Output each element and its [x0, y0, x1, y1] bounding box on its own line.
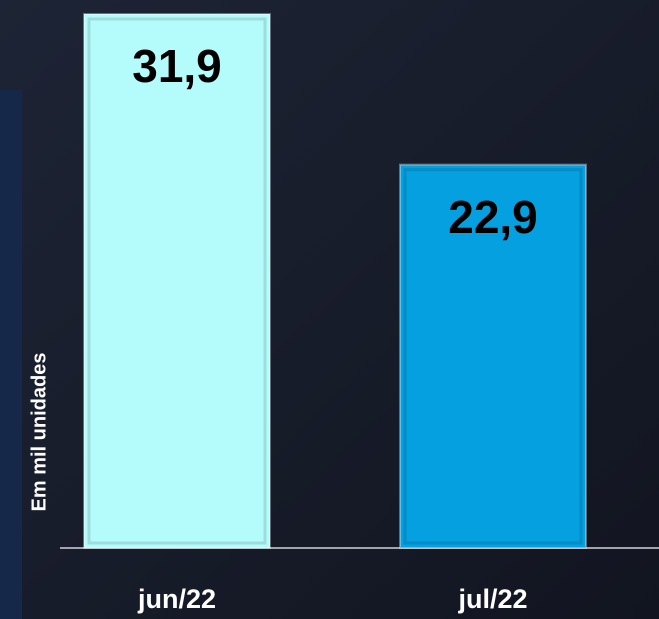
value-label: 22,9: [448, 191, 538, 243]
bar-bevel: [403, 168, 583, 545]
value-label: 31,9: [132, 40, 222, 92]
x-tick-label: jun/22: [137, 584, 216, 614]
side-panel: [0, 90, 22, 619]
bar: [399, 163, 587, 550]
y-axis-label: Em mil unidades: [28, 353, 50, 512]
x-tick-label: jul/22: [457, 584, 527, 614]
bar: [83, 13, 271, 549]
bar-bevel: [87, 17, 267, 545]
